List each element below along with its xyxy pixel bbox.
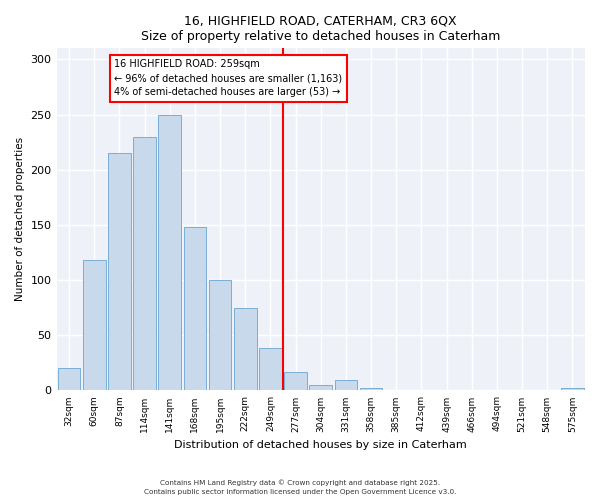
Bar (158, 114, 181, 390)
Bar (58, 368, 80, 390)
Bar (561, 388, 584, 390)
Bar (184, 227, 206, 390)
Bar (83, 260, 106, 390)
Text: Contains HM Land Registry data © Crown copyright and database right 2025.
Contai: Contains HM Land Registry data © Crown c… (144, 480, 456, 495)
Y-axis label: Number of detached properties: Number of detached properties (15, 138, 25, 302)
Bar (360, 388, 382, 390)
Bar (284, 372, 307, 390)
Text: 16 HIGHFIELD ROAD: 259sqm
← 96% of detached houses are smaller (1,163)
4% of sem: 16 HIGHFIELD ROAD: 259sqm ← 96% of detac… (115, 60, 343, 98)
Bar (259, 348, 282, 391)
Bar (209, 280, 232, 390)
Bar (310, 385, 332, 390)
Bar (133, 136, 156, 390)
Title: 16, HIGHFIELD ROAD, CATERHAM, CR3 6QX
Size of property relative to detached hous: 16, HIGHFIELD ROAD, CATERHAM, CR3 6QX Si… (141, 15, 500, 43)
X-axis label: Distribution of detached houses by size in Caterham: Distribution of detached houses by size … (175, 440, 467, 450)
Bar (335, 380, 357, 390)
Bar (234, 308, 257, 390)
Bar (108, 153, 131, 390)
